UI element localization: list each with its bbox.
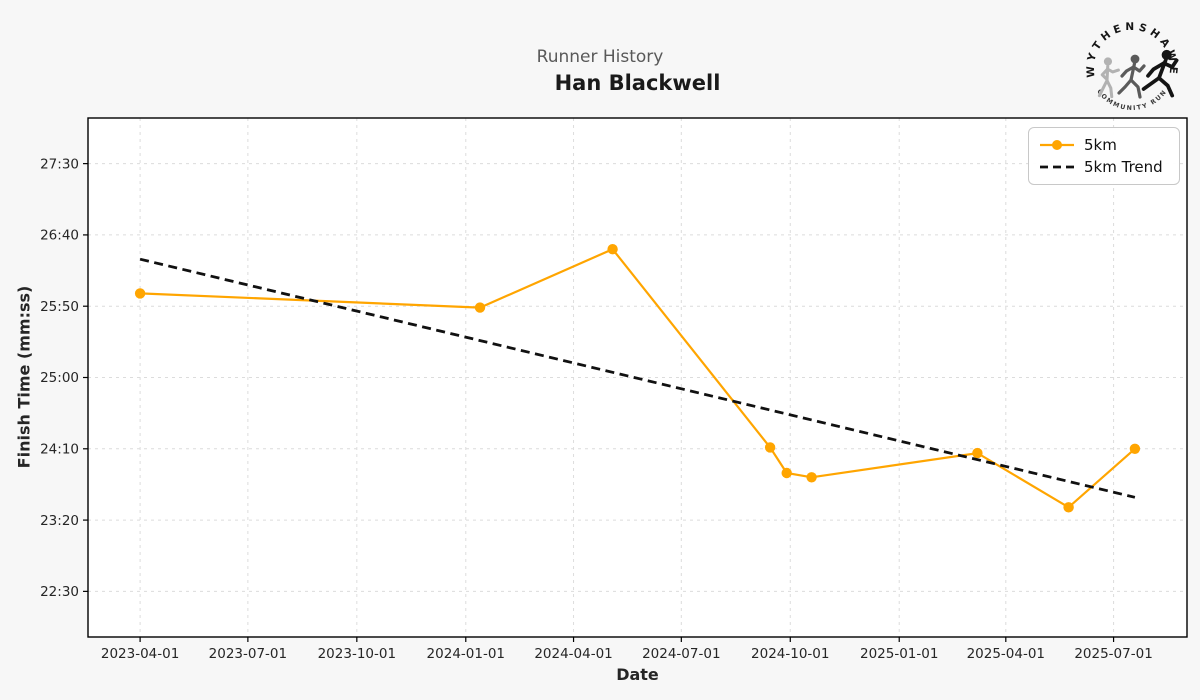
chart-title: Han Blackwell xyxy=(554,71,721,95)
plot-border xyxy=(87,117,1188,638)
y-tick-label: 23:20 xyxy=(40,513,79,529)
data-point xyxy=(764,442,776,453)
y-tick-label: 24:10 xyxy=(40,441,79,457)
x-tick-label: 2023-10-01 xyxy=(318,646,396,662)
legend-trend-label: 5km Trend xyxy=(1084,157,1163,176)
series-line-5km-trend xyxy=(139,257,1136,499)
y-tick-label: 25:00 xyxy=(40,370,79,386)
x-tick-label: 2023-04-01 xyxy=(101,646,179,662)
x-tick-label: 2024-07-01 xyxy=(642,646,720,662)
logo-bottom-text-holder: COMMUNITY RUN xyxy=(1095,88,1168,112)
y-axis-label: Finish Time (mm:ss) xyxy=(14,285,34,469)
x-tick-label: 2025-01-01 xyxy=(860,646,938,662)
y-tick-label: 25:50 xyxy=(40,299,79,315)
y-tick-label: 22:30 xyxy=(40,584,79,600)
data-point xyxy=(1129,443,1141,454)
data-point xyxy=(134,288,146,299)
x-tick-label: 2024-04-01 xyxy=(534,646,612,662)
data-point xyxy=(474,302,486,313)
legend: 5km 5km Trend xyxy=(1028,127,1180,185)
legend-trend-dash-icon xyxy=(1040,165,1074,169)
walker-runner-icon xyxy=(1097,57,1120,99)
data-point xyxy=(972,447,983,459)
x-tick-label: 2025-07-01 xyxy=(1074,646,1152,662)
legend-5km-line-icon xyxy=(1040,140,1074,150)
x-tick-label: 2024-01-01 xyxy=(427,646,505,662)
x-tick-labels: 2023-04-01 2023-07-01 2023-10-01 2024-01-01… xyxy=(101,646,1153,662)
y-tick-label: 27:30 xyxy=(40,156,79,172)
x-tick-label: 2024-10-01 xyxy=(751,646,829,662)
data-point xyxy=(781,467,792,479)
jogger-runner-icon xyxy=(1117,54,1146,99)
x-tick-label: 2023-07-01 xyxy=(209,646,287,662)
legend-item-5km: 5km xyxy=(1039,135,1169,154)
y-tick-labels: 22:30 23:20 24:10 25:00 25:50 26:40 27:30 xyxy=(40,156,79,600)
y-tick-label: 26:40 xyxy=(40,228,79,244)
club-logo: WYTHENSHAWE COMMUNITY RUN xyxy=(1085,21,1179,112)
data-point xyxy=(806,472,817,483)
chart-suptitle: Runner History xyxy=(536,47,664,67)
tick-marks xyxy=(83,163,1115,642)
grid-lines xyxy=(88,118,1187,637)
sprinter-runner-icon xyxy=(1141,49,1179,98)
data-point xyxy=(1063,502,1074,513)
series-markers-0 xyxy=(134,244,1141,513)
logo-bottom-text: COMMUNITY RUN xyxy=(1095,88,1167,112)
x-axis-label: Date xyxy=(616,665,659,684)
legend-item-5km-trend: 5km Trend xyxy=(1039,157,1169,176)
data-point xyxy=(607,244,618,255)
legend-5km-label: 5km xyxy=(1084,135,1117,154)
x-tick-label: 2025-04-01 xyxy=(967,646,1045,662)
